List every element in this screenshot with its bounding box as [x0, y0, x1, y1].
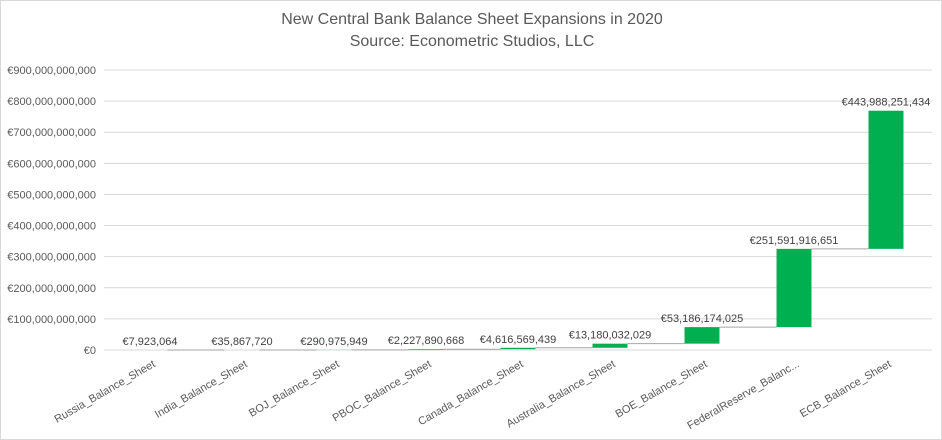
chart-title: New Central Bank Balance Sheet Expansion… [281, 11, 663, 28]
x-tick-label: ECB_Balance_Sheet [798, 358, 894, 420]
y-tick-label: €600,000,000,000 [7, 158, 96, 170]
waterfall-bar [408, 349, 444, 350]
data-label: €443,988,251,434 [842, 97, 931, 109]
y-tick-label: €0 [84, 345, 96, 357]
chart-subtitle: Source: Econometric Studios, LLC [349, 33, 595, 50]
y-tick-label: €900,000,000,000 [7, 65, 96, 77]
x-tick-label: BOJ_Balance_Sheet [247, 358, 341, 419]
data-label: €13,180,032,029 [569, 330, 652, 342]
y-tick-label: €700,000,000,000 [7, 127, 96, 139]
data-label: €4,616,569,439 [480, 334, 556, 346]
waterfall-bar [868, 110, 904, 249]
y-tick-label: €100,000,000,000 [7, 314, 96, 326]
data-label: €7,923,064 [122, 336, 177, 348]
x-tick-label: India_Balance_Sheet [153, 358, 250, 421]
data-label: €251,591,916,651 [750, 235, 839, 247]
data-label: €2,227,890,668 [388, 335, 464, 347]
data-label: €53,186,174,025 [661, 313, 744, 325]
waterfall-bar [776, 248, 812, 328]
data-label: €290,975,949 [300, 336, 367, 348]
chart-title-block: New Central Bank Balance Sheet Expansion… [1, 9, 942, 53]
y-tick-label: €300,000,000,000 [7, 252, 96, 264]
waterfall-bar [500, 347, 536, 350]
y-tick-label: €500,000,000,000 [7, 189, 96, 201]
x-tick-label: BOE_Balance_Sheet [613, 358, 709, 420]
y-tick-label: €800,000,000,000 [7, 96, 96, 108]
waterfall-bar [684, 327, 720, 344]
waterfall-bar [592, 343, 628, 348]
x-tick-label: Russia_Balance_Sheet [52, 358, 157, 426]
data-label: €35,867,720 [211, 336, 272, 348]
y-tick-label: €200,000,000,000 [7, 283, 96, 295]
y-tick-label: €400,000,000,000 [7, 221, 96, 233]
x-tick-label: PBOC_Balance_Sheet [331, 358, 434, 424]
